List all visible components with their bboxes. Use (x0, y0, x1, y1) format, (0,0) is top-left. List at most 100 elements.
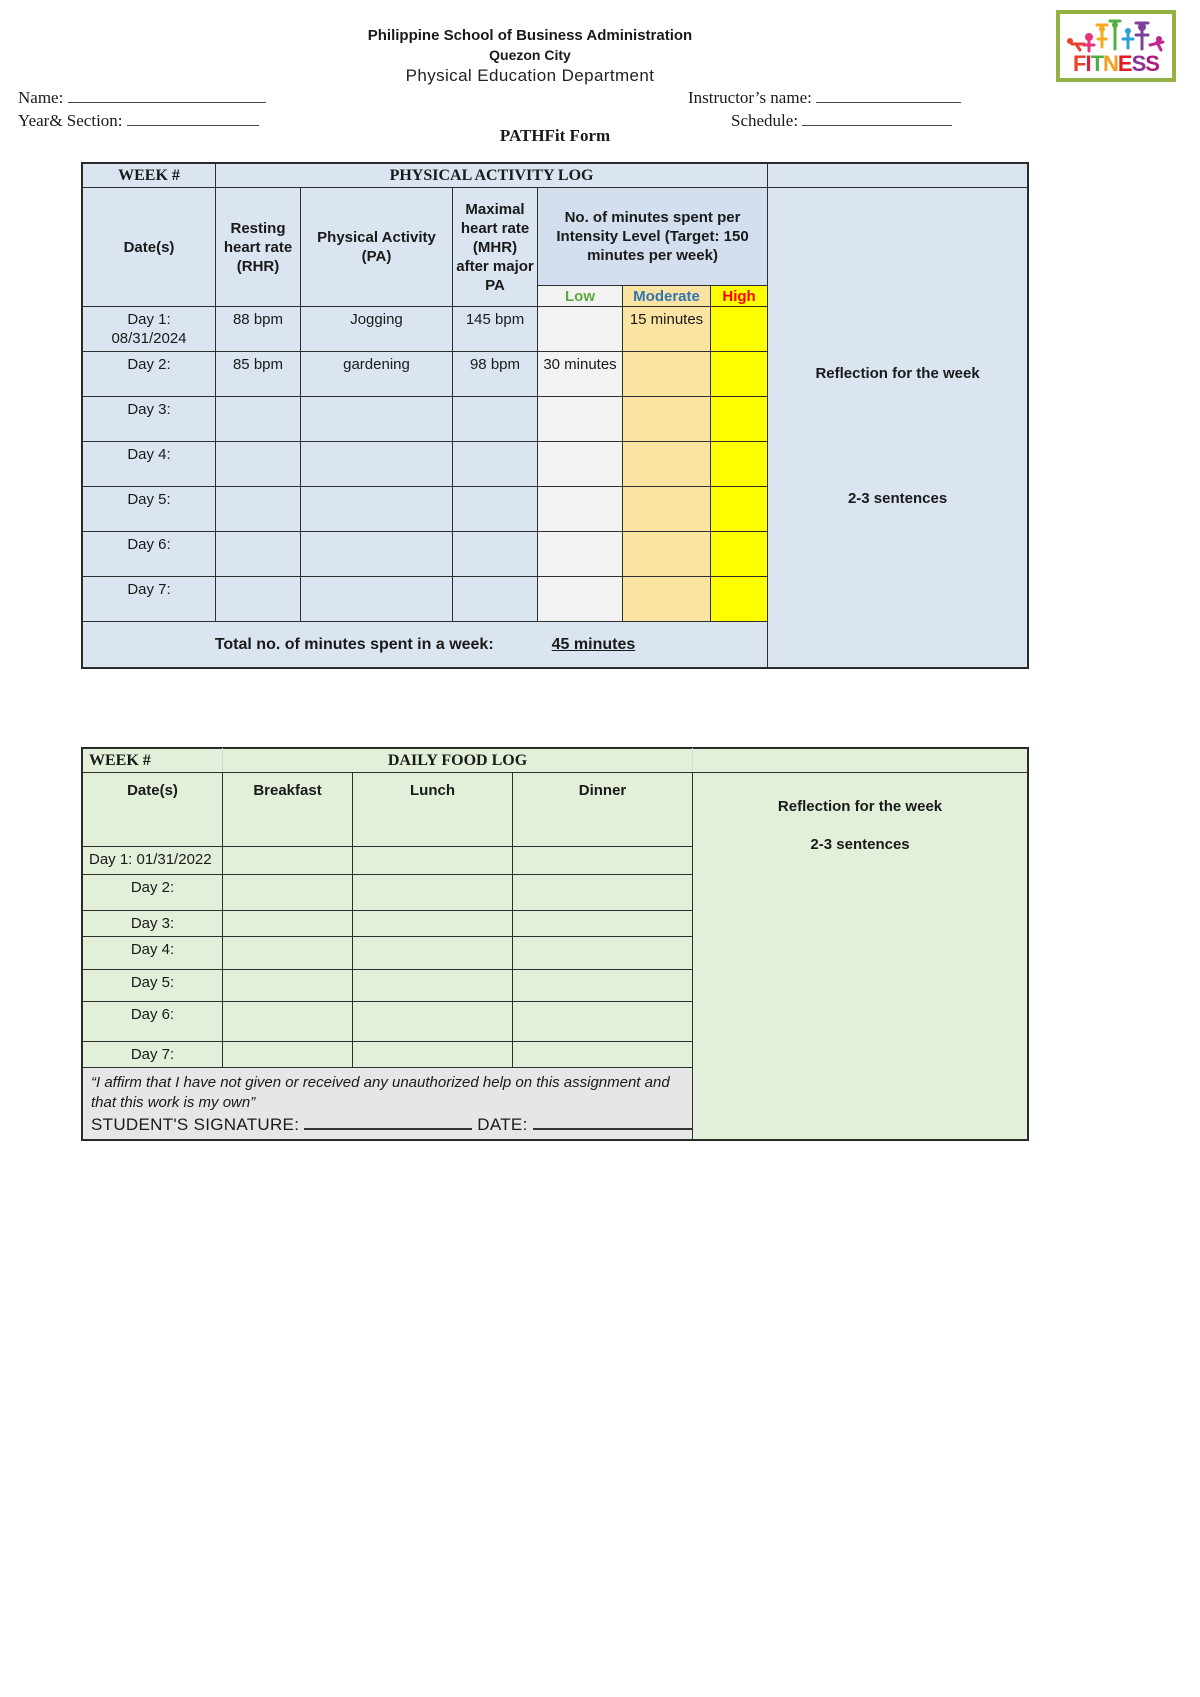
high-minutes-cell[interactable] (709, 576, 769, 622)
rhr-cell[interactable] (215, 396, 301, 442)
low-minutes-cell[interactable] (537, 486, 623, 532)
breakfast-cell[interactable] (222, 910, 353, 937)
mhr-cell[interactable]: 145 bpm (452, 306, 538, 352)
pa-cell[interactable] (300, 486, 453, 532)
year-section-blank-line[interactable] (126, 111, 259, 126)
day-label-cell[interactable]: Day 3: (82, 910, 223, 937)
week-number-cell[interactable]: WEEK # (82, 163, 216, 188)
mhr-cell[interactable] (452, 396, 538, 442)
dinner-cell[interactable] (511, 874, 694, 911)
day-label-cell[interactable]: Day 1: 01/31/2022 (82, 846, 223, 875)
reflection-placeholder: 2-3 sentences (810, 836, 910, 853)
col-header-mhr: Maximal heart rate (MHR) after major PA (452, 187, 538, 307)
name-blank-line[interactable] (67, 88, 266, 103)
rhr-cell[interactable] (215, 441, 301, 487)
activity-reflection-cell[interactable]: Reflection for the week 2-3 sentences (767, 187, 1029, 668)
moderate-minutes-cell[interactable]: 15 minutes (622, 306, 711, 352)
day-label-cell[interactable]: Day 7: (82, 1041, 223, 1068)
high-minutes-cell[interactable] (709, 486, 769, 532)
breakfast-cell[interactable] (222, 969, 353, 1002)
high-minutes-cell[interactable] (709, 441, 769, 487)
pa-cell[interactable] (300, 531, 453, 577)
food-reflection-cell[interactable]: Reflection for the week 2-3 sentences (692, 772, 1029, 1140)
low-minutes-cell[interactable] (537, 306, 623, 352)
low-minutes-cell[interactable]: 30 minutes (537, 351, 623, 397)
day-label-cell[interactable]: Day 2: (82, 351, 216, 397)
logo-letter: F (1073, 51, 1086, 76)
lunch-cell[interactable] (352, 936, 513, 970)
dinner-cell[interactable] (511, 846, 694, 875)
col-header-dates: Date(s) (82, 772, 223, 847)
moderate-minutes-cell[interactable] (622, 396, 711, 442)
fitness-wordmark: F I T N E S S (1060, 53, 1172, 75)
day-label-cell[interactable]: Day 4: (82, 441, 216, 487)
mhr-cell[interactable] (452, 441, 538, 487)
pa-cell[interactable]: Jogging (300, 306, 453, 352)
dinner-cell[interactable] (511, 936, 694, 970)
date-blank-line[interactable] (532, 1116, 692, 1130)
schedule-blank-line[interactable] (802, 111, 953, 126)
moderate-minutes-cell[interactable] (622, 531, 711, 577)
high-minutes-cell[interactable] (709, 531, 769, 577)
moderate-minutes-cell[interactable] (622, 576, 711, 622)
day-label-cell[interactable]: Day 2: (82, 874, 223, 911)
dinner-cell[interactable] (511, 1001, 694, 1042)
lunch-cell[interactable] (352, 874, 513, 911)
activity-log-bar-filler (767, 163, 1029, 188)
instructor-blank-line[interactable] (816, 88, 962, 103)
week-number-cell[interactable]: WEEK # (82, 748, 223, 773)
dinner-cell[interactable] (511, 969, 694, 1002)
day-label-cell[interactable]: Day 5: (82, 969, 223, 1002)
mhr-cell[interactable] (452, 486, 538, 532)
high-minutes-cell[interactable] (709, 306, 769, 352)
day-label-cell[interactable]: Day 6: (82, 1001, 223, 1042)
pa-cell[interactable] (300, 441, 453, 487)
col-header-lunch: Lunch (352, 772, 513, 847)
school-city: Quezon City (489, 47, 571, 63)
moderate-minutes-cell[interactable] (622, 351, 711, 397)
breakfast-cell[interactable] (222, 874, 353, 911)
total-minutes-value[interactable]: 45 minutes (551, 636, 636, 653)
high-minutes-cell[interactable] (709, 396, 769, 442)
pa-cell[interactable] (300, 396, 453, 442)
logo-letter: S (1145, 51, 1160, 76)
lunch-cell[interactable] (352, 1001, 513, 1042)
low-minutes-cell[interactable] (537, 531, 623, 577)
pa-cell[interactable]: gardening (300, 351, 453, 397)
lunch-cell[interactable] (352, 846, 513, 875)
day-label-cell[interactable]: Day 4: (82, 936, 223, 970)
day-label-cell[interactable]: Day 6: (82, 531, 216, 577)
mhr-cell[interactable]: 98 bpm (452, 351, 538, 397)
pa-cell[interactable] (300, 576, 453, 622)
breakfast-cell[interactable] (222, 936, 353, 970)
day-label-cell[interactable]: Day 7: (82, 576, 216, 622)
low-minutes-cell[interactable] (537, 441, 623, 487)
rhr-cell[interactable] (215, 576, 301, 622)
daily-food-log-table: WEEK # DAILY FOOD LOG Date(s) Breakfast … (80, 747, 1030, 1141)
moderate-minutes-cell[interactable] (622, 486, 711, 532)
student-signature-label: STUDENT'S SIGNATURE: (91, 1115, 300, 1134)
lunch-cell[interactable] (352, 910, 513, 937)
physical-activity-log-table: WEEK # PHYSICAL ACTIVITY LOG Date(s) Res… (80, 162, 1030, 669)
signature-blank-line[interactable] (304, 1116, 473, 1130)
mhr-cell[interactable] (452, 531, 538, 577)
rhr-cell[interactable]: 85 bpm (215, 351, 301, 397)
breakfast-cell[interactable] (222, 1001, 353, 1042)
breakfast-cell[interactable] (222, 846, 353, 875)
high-minutes-cell[interactable] (709, 351, 769, 397)
dinner-cell[interactable] (511, 1041, 694, 1068)
moderate-minutes-cell[interactable] (622, 441, 711, 487)
rhr-cell[interactable] (215, 531, 301, 577)
low-minutes-cell[interactable] (537, 576, 623, 622)
lunch-cell[interactable] (352, 969, 513, 1002)
mhr-cell[interactable] (452, 576, 538, 622)
dinner-cell[interactable] (511, 910, 694, 937)
day-label-cell[interactable]: Day 3: (82, 396, 216, 442)
day-label-cell[interactable]: Day 1: 08/31/2024 (82, 306, 216, 352)
breakfast-cell[interactable] (222, 1041, 353, 1068)
lunch-cell[interactable] (352, 1041, 513, 1068)
rhr-cell[interactable]: 88 bpm (215, 306, 301, 352)
rhr-cell[interactable] (215, 486, 301, 532)
day-label-cell[interactable]: Day 5: (82, 486, 216, 532)
low-minutes-cell[interactable] (537, 396, 623, 442)
